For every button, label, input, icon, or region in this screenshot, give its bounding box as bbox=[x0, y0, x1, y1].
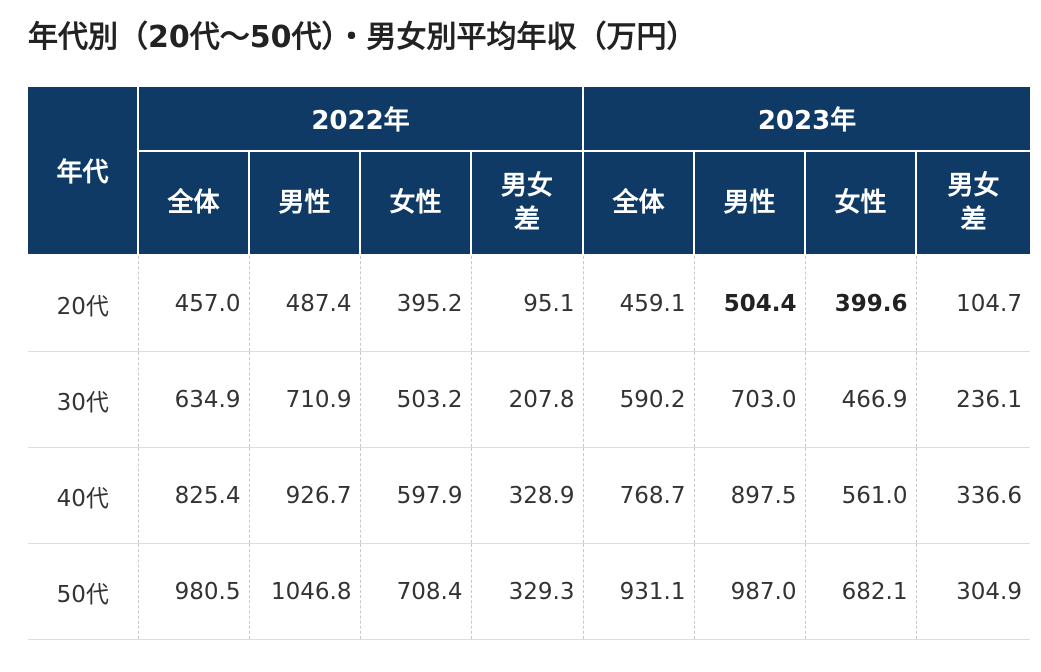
col-header-gap-2022-label: 男女差 bbox=[500, 171, 553, 235]
table-row: 20代 457.0 487.4 395.2 95.1 459.1 504.4 3… bbox=[28, 255, 1030, 352]
year-header-2023: 2023年 bbox=[582, 87, 1030, 152]
value-cell: 487.4 bbox=[248, 255, 360, 352]
age-cell: 30代 bbox=[28, 351, 138, 448]
header-row-years: 年代 2022年 2023年 bbox=[28, 87, 1030, 256]
value-cell: 459.1 bbox=[582, 255, 694, 352]
table-row: 50代 980.5 1046.8 708.4 329.3 931.1 987.0… bbox=[28, 543, 1030, 640]
value-cell: 336.6 bbox=[915, 447, 1030, 544]
age-cell: 50代 bbox=[28, 543, 138, 640]
value-cell: 466.9 bbox=[804, 351, 916, 448]
value-cell: 768.7 bbox=[582, 447, 694, 544]
value-cell: 207.8 bbox=[470, 351, 583, 448]
value-cell: 590.2 bbox=[582, 351, 694, 448]
col-header-total-2023: 全体 bbox=[582, 150, 695, 256]
value-cell: 987.0 bbox=[693, 543, 805, 640]
value-cell: 395.2 bbox=[359, 255, 471, 352]
col-header-male-2022: 男性 bbox=[248, 150, 361, 256]
col-header-female-2022: 女性 bbox=[359, 150, 472, 256]
value-cell: 931.1 bbox=[582, 543, 694, 640]
age-cell: 20代 bbox=[28, 255, 138, 352]
value-cell: 503.2 bbox=[359, 351, 471, 448]
age-column-header: 年代 bbox=[28, 87, 139, 256]
value-cell-highlight: 504.4 bbox=[693, 255, 805, 352]
age-cell: 40代 bbox=[28, 447, 138, 544]
value-cell-highlight: 399.6 bbox=[804, 255, 916, 352]
value-cell: 597.9 bbox=[359, 447, 471, 544]
value-cell: 1046.8 bbox=[248, 543, 360, 640]
page-title: 年代別（20代〜50代）・男女別平均年収（万円） bbox=[28, 20, 697, 55]
value-cell: 634.9 bbox=[137, 351, 249, 448]
year-header-2022: 2022年 bbox=[137, 87, 584, 152]
value-cell: 561.0 bbox=[804, 447, 916, 544]
value-cell: 708.4 bbox=[359, 543, 471, 640]
header-row-columns: 全体 男性 女性 男女差 全体 男性 女性 男女差 bbox=[28, 150, 1030, 256]
value-cell: 825.4 bbox=[137, 447, 249, 544]
value-cell: 329.3 bbox=[470, 543, 583, 640]
value-cell: 104.7 bbox=[915, 255, 1030, 352]
table-row: 30代 634.9 710.9 503.2 207.8 590.2 703.0 … bbox=[28, 351, 1030, 448]
col-header-total-2022: 全体 bbox=[137, 150, 250, 256]
value-cell: 703.0 bbox=[693, 351, 805, 448]
table-row: 40代 825.4 926.7 597.9 328.9 768.7 897.5 … bbox=[28, 447, 1030, 544]
col-header-female-2023: 女性 bbox=[804, 150, 917, 256]
value-cell: 897.5 bbox=[693, 447, 805, 544]
value-cell: 328.9 bbox=[470, 447, 583, 544]
value-cell: 304.9 bbox=[915, 543, 1030, 640]
value-cell: 682.1 bbox=[804, 543, 916, 640]
col-header-male-2023: 男性 bbox=[693, 150, 806, 256]
value-cell: 980.5 bbox=[137, 543, 249, 640]
value-cell: 926.7 bbox=[248, 447, 360, 544]
col-header-gap-2022: 男女差 bbox=[470, 150, 584, 256]
value-cell: 710.9 bbox=[248, 351, 360, 448]
value-cell: 95.1 bbox=[470, 255, 583, 352]
col-header-gap-2023: 男女差 bbox=[915, 150, 1030, 256]
value-cell: 457.0 bbox=[137, 255, 249, 352]
value-cell: 236.1 bbox=[915, 351, 1030, 448]
income-table: 年代 2022年 2023年 全体 男性 女性 男女差 全体 男性 女性 男女差… bbox=[28, 87, 1030, 640]
col-header-gap-2023-label: 男女差 bbox=[947, 171, 1000, 235]
